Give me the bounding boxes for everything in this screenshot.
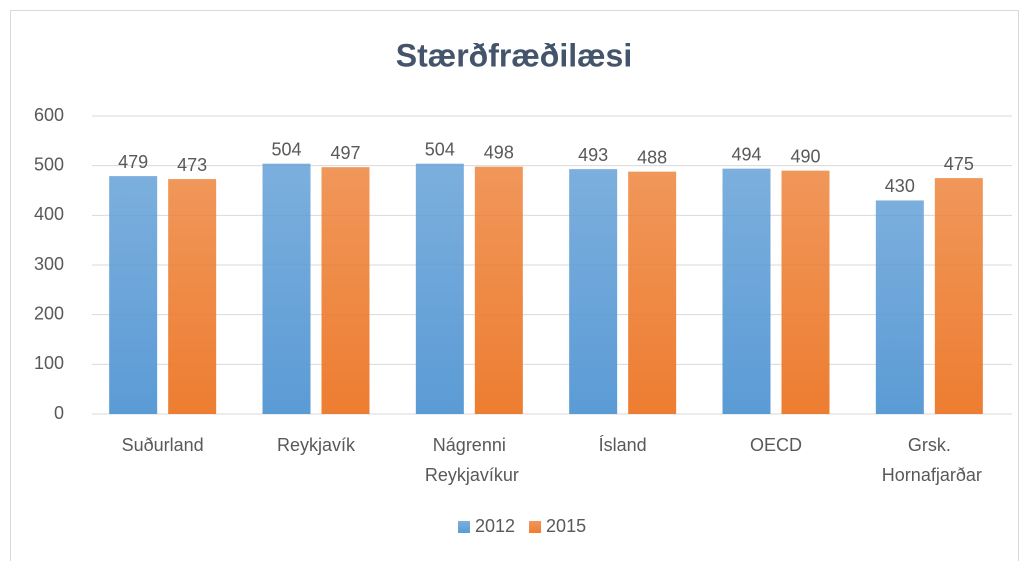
y-tick-label: 0 xyxy=(54,403,64,423)
x-tick-label: OECD xyxy=(750,435,802,455)
data-label: 479 xyxy=(118,152,148,172)
bar xyxy=(722,168,771,414)
data-label: 504 xyxy=(425,139,455,159)
data-label: 504 xyxy=(271,139,301,159)
bar xyxy=(109,176,158,414)
legend-label: 2015 xyxy=(546,516,586,536)
bar xyxy=(262,163,311,414)
x-tick-label: Reykjavík xyxy=(277,435,356,455)
data-label: 494 xyxy=(731,144,761,164)
legend-swatch xyxy=(529,521,542,533)
chart-frame xyxy=(10,10,1019,561)
y-tick-label: 400 xyxy=(34,204,64,224)
data-label: 497 xyxy=(330,143,360,163)
x-tick-label: Grsk. Hornafjarðar xyxy=(877,435,982,485)
bar xyxy=(168,179,217,414)
bar xyxy=(628,171,677,414)
x-tick-label: Suðurland xyxy=(122,435,204,455)
bar xyxy=(474,166,523,414)
data-label: 430 xyxy=(885,176,915,196)
y-tick-label: 100 xyxy=(34,353,64,373)
y-tick-label: 300 xyxy=(34,254,64,274)
bar xyxy=(934,178,983,414)
x-tick-label: Ísland xyxy=(599,435,647,455)
legend-label: 2012 xyxy=(475,516,515,536)
data-label: 498 xyxy=(484,142,514,162)
data-label: 473 xyxy=(177,155,207,175)
y-tick-label: 200 xyxy=(34,303,64,323)
data-label: 490 xyxy=(790,146,820,166)
bar xyxy=(321,167,370,414)
bar xyxy=(781,170,830,414)
x-tick-label: Nágrenni Reykjavíkur xyxy=(420,435,519,485)
data-label: 493 xyxy=(578,145,608,165)
y-tick-label: 600 xyxy=(34,105,64,125)
chart-title: Stærðfræðilæsi xyxy=(396,37,632,73)
bar xyxy=(569,169,618,414)
legend-swatch xyxy=(458,521,470,533)
data-label: 475 xyxy=(944,154,974,174)
bar xyxy=(415,163,464,414)
y-tick-label: 500 xyxy=(34,154,64,174)
bar xyxy=(875,200,924,414)
data-label: 488 xyxy=(637,147,667,167)
